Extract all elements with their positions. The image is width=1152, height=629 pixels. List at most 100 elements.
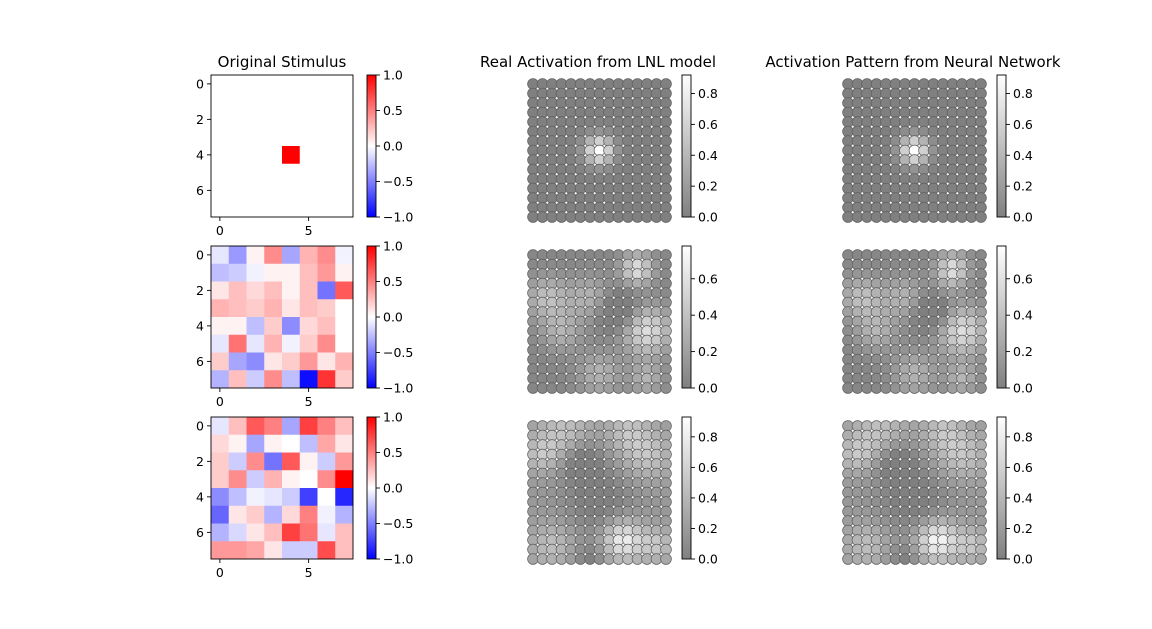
colorbar-tick-label: 0.8 xyxy=(1013,429,1033,444)
heatmap-cell xyxy=(335,92,354,111)
heatmap-cell xyxy=(211,263,230,282)
colorbar-tick-label: 0.5 xyxy=(383,445,403,460)
x-tick-label: 0 xyxy=(216,223,224,238)
heatmap-cell xyxy=(246,146,265,165)
colorbar-tick-label: −0.5 xyxy=(383,345,413,360)
heatmap-cell xyxy=(335,470,354,489)
heatmap-cell xyxy=(264,163,283,182)
colorbar-tick-label: −1.0 xyxy=(383,210,413,225)
heatmap-cell xyxy=(246,75,265,94)
heatmap-cell xyxy=(282,263,301,282)
stimulus-panel: 0 2 4 6 0 5 1.0 0.5 0.0 −0.5 −1.0 xyxy=(196,410,413,581)
axes-frame xyxy=(210,74,354,218)
colorbar-tick-label: 0.0 xyxy=(383,481,403,496)
heatmap-cell xyxy=(335,181,354,200)
heatmap-cell xyxy=(335,334,354,353)
heatmap-cell xyxy=(335,263,354,282)
colorbar xyxy=(681,245,692,389)
colorbar-tick-label: 0.4 xyxy=(1013,490,1033,505)
heatmap-cell xyxy=(317,128,336,147)
heatmap-cell xyxy=(228,163,247,182)
heatmap-cell xyxy=(299,199,318,218)
heatmap-cell xyxy=(335,299,354,318)
colorbar-tick-label: −1.0 xyxy=(383,381,413,396)
heatmap-cell xyxy=(282,246,301,265)
heatmap-cell xyxy=(335,199,354,218)
colorbar xyxy=(996,245,1007,389)
activation-dot xyxy=(660,211,672,223)
colorbar-tick-label: 0.0 xyxy=(698,552,718,567)
heatmap-cell xyxy=(211,110,230,129)
y-tick-label: 0 xyxy=(196,76,204,91)
heatmap-cell xyxy=(282,163,301,182)
activation-panel: 0.8 0.6 0.4 0.2 0.0 xyxy=(527,74,718,225)
heatmap-cell xyxy=(228,299,247,318)
heatmap-cell xyxy=(228,541,247,560)
heatmap-cell xyxy=(246,523,265,542)
colorbar-tick-label: 0.4 xyxy=(698,490,718,505)
heatmap-cell xyxy=(299,352,318,371)
x-tick-label: 0 xyxy=(216,565,224,580)
y-tick-label: 4 xyxy=(196,318,204,333)
heatmap-cell xyxy=(228,199,247,218)
heatmap-cell xyxy=(228,181,247,200)
heatmap-cell xyxy=(264,317,283,336)
heatmap-cell xyxy=(228,352,247,371)
heatmap-cell xyxy=(228,92,247,111)
heatmap-cell xyxy=(282,488,301,507)
heatmap-cell xyxy=(282,181,301,200)
activation-panel: 0.8 0.6 0.4 0.2 0.0 xyxy=(842,74,1033,225)
heatmap-cell xyxy=(317,110,336,129)
colorbar-tick-label: 0.2 xyxy=(1013,344,1033,359)
colorbar-tick-label: 0.0 xyxy=(383,310,403,325)
colorbar-tick-label: 0.0 xyxy=(698,210,718,225)
heatmap-cell xyxy=(299,523,318,542)
heatmap-cell xyxy=(228,434,247,453)
heatmap-cell xyxy=(299,263,318,282)
heatmap-cell xyxy=(317,146,336,165)
heatmap-cell xyxy=(299,246,318,265)
colorbar-tick-label: 0.5 xyxy=(383,274,403,289)
heatmap-cell xyxy=(282,470,301,489)
activation-dot xyxy=(660,553,672,565)
heatmap-cell xyxy=(317,281,336,300)
heatmap-cell xyxy=(335,246,354,265)
nn-activation-title: Activation Pattern from Neural Network xyxy=(765,53,1060,71)
nn-activation-panels: 0.80.60.40.20.00.60.40.20.00.80.60.40.20… xyxy=(842,74,1033,567)
colorbar xyxy=(681,74,692,218)
heatmap-cell xyxy=(211,417,230,436)
heatmap-cell xyxy=(282,523,301,542)
heatmap-cell xyxy=(282,92,301,111)
colorbar-tick-label: 1.0 xyxy=(383,410,403,425)
heatmap-cell xyxy=(317,452,336,471)
x-tick-label: 0 xyxy=(216,394,224,409)
x-tick-label: 5 xyxy=(305,394,313,409)
heatmap-cell xyxy=(211,128,230,147)
heatmap-cell xyxy=(299,488,318,507)
colorbar-tick-label: −1.0 xyxy=(383,552,413,567)
heatmap-cell xyxy=(264,246,283,265)
heatmap-cell xyxy=(246,263,265,282)
heatmap-cell xyxy=(299,110,318,129)
heatmap-cell xyxy=(282,505,301,524)
heatmap-cell xyxy=(246,246,265,265)
heatmap-cell xyxy=(282,541,301,560)
colorbar-tick-label: 0.2 xyxy=(1013,179,1033,194)
heatmap-cell xyxy=(211,246,230,265)
activation-panel: 0.8 0.6 0.4 0.2 0.0 xyxy=(842,416,1033,567)
colorbar-tick-label: 0.2 xyxy=(1013,521,1033,536)
heatmap-cell xyxy=(299,417,318,436)
heatmap-cell xyxy=(317,541,336,560)
heatmap-cell xyxy=(299,181,318,200)
heatmap-cell xyxy=(335,281,354,300)
heatmap-cell xyxy=(317,434,336,453)
colorbar-tick-label: 0.6 xyxy=(698,271,718,286)
colorbar-tick-label: 0.4 xyxy=(1013,148,1033,163)
heatmap-cell xyxy=(246,281,265,300)
heatmap-cell xyxy=(211,434,230,453)
heatmap-cell xyxy=(211,452,230,471)
colorbar-tick-label: 1.0 xyxy=(383,239,403,254)
heatmap-cell xyxy=(282,146,301,165)
y-tick-label: 0 xyxy=(196,247,204,262)
